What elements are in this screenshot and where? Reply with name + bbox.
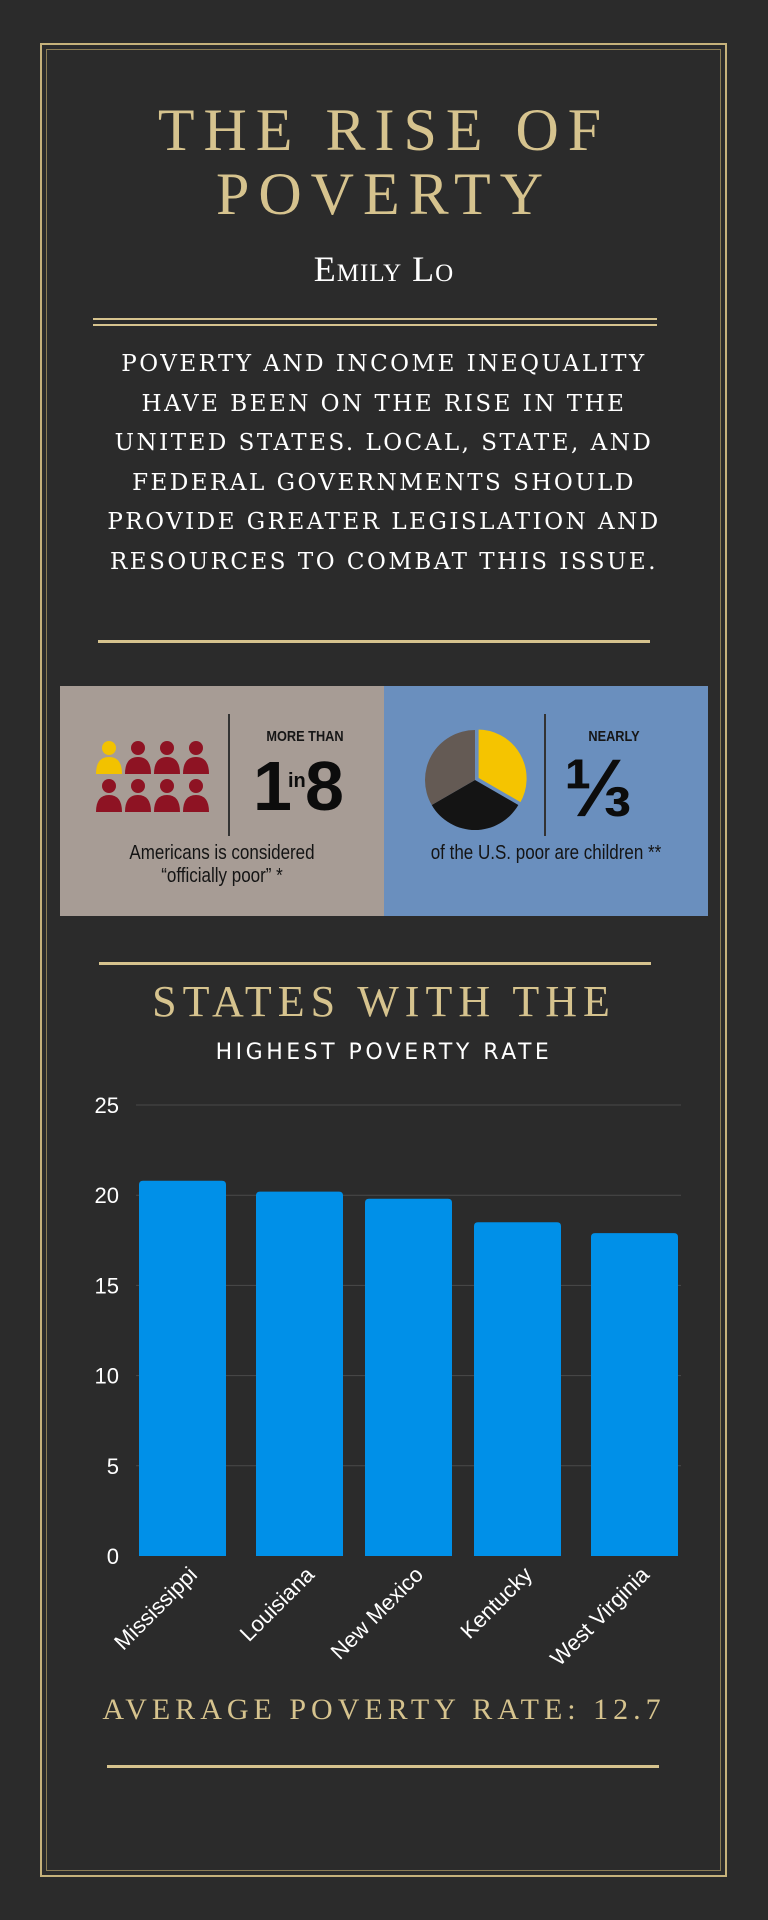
- person-icon: [154, 741, 180, 774]
- person-icon: [183, 741, 209, 774]
- pie-slice-children: [476, 727, 528, 805]
- x-tick-label: West Virginia: [545, 1561, 654, 1670]
- person-icon-grid: [96, 741, 209, 812]
- y-tick-label: 0: [107, 1544, 119, 1569]
- pie-slice-c: [425, 730, 475, 806]
- x-tick-label: Kentucky: [455, 1562, 537, 1644]
- poverty-bar-chart: 0 5 10 15 20 25 Mississippi Louisiana New Mexico…: [95, 1093, 681, 1671]
- stat-caption-line2: “officially poor” *: [161, 865, 283, 887]
- bar-new-mexico: [365, 1198, 452, 1556]
- person-icon: [183, 779, 209, 812]
- y-tick-label: 25: [95, 1093, 119, 1118]
- page-title-line2: POVERTY: [215, 161, 553, 227]
- stat-divider: [228, 714, 230, 836]
- person-icon: [125, 741, 151, 774]
- stat-number-a: 1: [253, 747, 292, 825]
- x-tick-label: Louisiana: [235, 1561, 320, 1646]
- person-icon: [96, 779, 122, 812]
- person-icon: [125, 779, 151, 812]
- pie-chart-icon: [425, 727, 528, 830]
- y-tick-label: 20: [95, 1183, 119, 1208]
- page-title: THE RISE OF POVERTY: [0, 98, 768, 226]
- bar-louisiana: [256, 1191, 343, 1556]
- stat-number-in: in: [288, 770, 306, 792]
- person-icon: [96, 741, 122, 774]
- chart-title: STATES WITH THE: [152, 977, 616, 1026]
- chart-subtitle: HIGHEST POVERTY RATE: [215, 1040, 553, 1065]
- chart-top-divider: [99, 962, 651, 965]
- y-tick-label: 5: [107, 1454, 119, 1479]
- intro-divider: [98, 640, 650, 643]
- bottom-divider: [107, 1765, 659, 1768]
- stat-qualifier: MORE THAN: [266, 728, 344, 745]
- x-tick-label: New Mexico: [326, 1562, 428, 1664]
- author-name: Emily Lo: [313, 249, 455, 289]
- stat-number-b: 8: [305, 747, 344, 825]
- y-tick-label: 15: [95, 1273, 119, 1298]
- bar-kentucky: [474, 1222, 561, 1556]
- x-tick-label: Mississippi: [109, 1562, 202, 1655]
- stat-qualifier-right: NEARLY: [588, 728, 640, 745]
- bar-west-virginia: [591, 1233, 678, 1556]
- stat-children: NEARLY ⅓ of the U.S. poor are children *…: [384, 686, 708, 916]
- bar-mississippi: [139, 1180, 226, 1556]
- average-poverty-rate: AVERAGE POVERTY RATE: 12.7: [102, 1693, 666, 1726]
- page-frame: [40, 43, 727, 1877]
- stat-divider-right: [544, 714, 546, 836]
- page-frame-inner: [46, 49, 721, 1871]
- stat-caption-right: of the U.S. poor are children **: [430, 842, 662, 864]
- stat-caption-line1: Americans is considered: [129, 842, 315, 864]
- y-tick-label: 10: [95, 1364, 119, 1389]
- page-title-line1: THE RISE OF: [157, 97, 611, 163]
- stat-fraction: ⅓: [564, 743, 633, 834]
- title-divider: [93, 318, 657, 326]
- pie-slice-b: [431, 780, 519, 830]
- stat-officially-poor: MORE THAN 1 in 8 Americans is considered…: [60, 686, 384, 916]
- intro-text: Poverty and income inequality have been …: [107, 351, 661, 575]
- stats-panel: MORE THAN 1 in 8 Americans is considered…: [60, 686, 708, 916]
- person-icon: [154, 779, 180, 812]
